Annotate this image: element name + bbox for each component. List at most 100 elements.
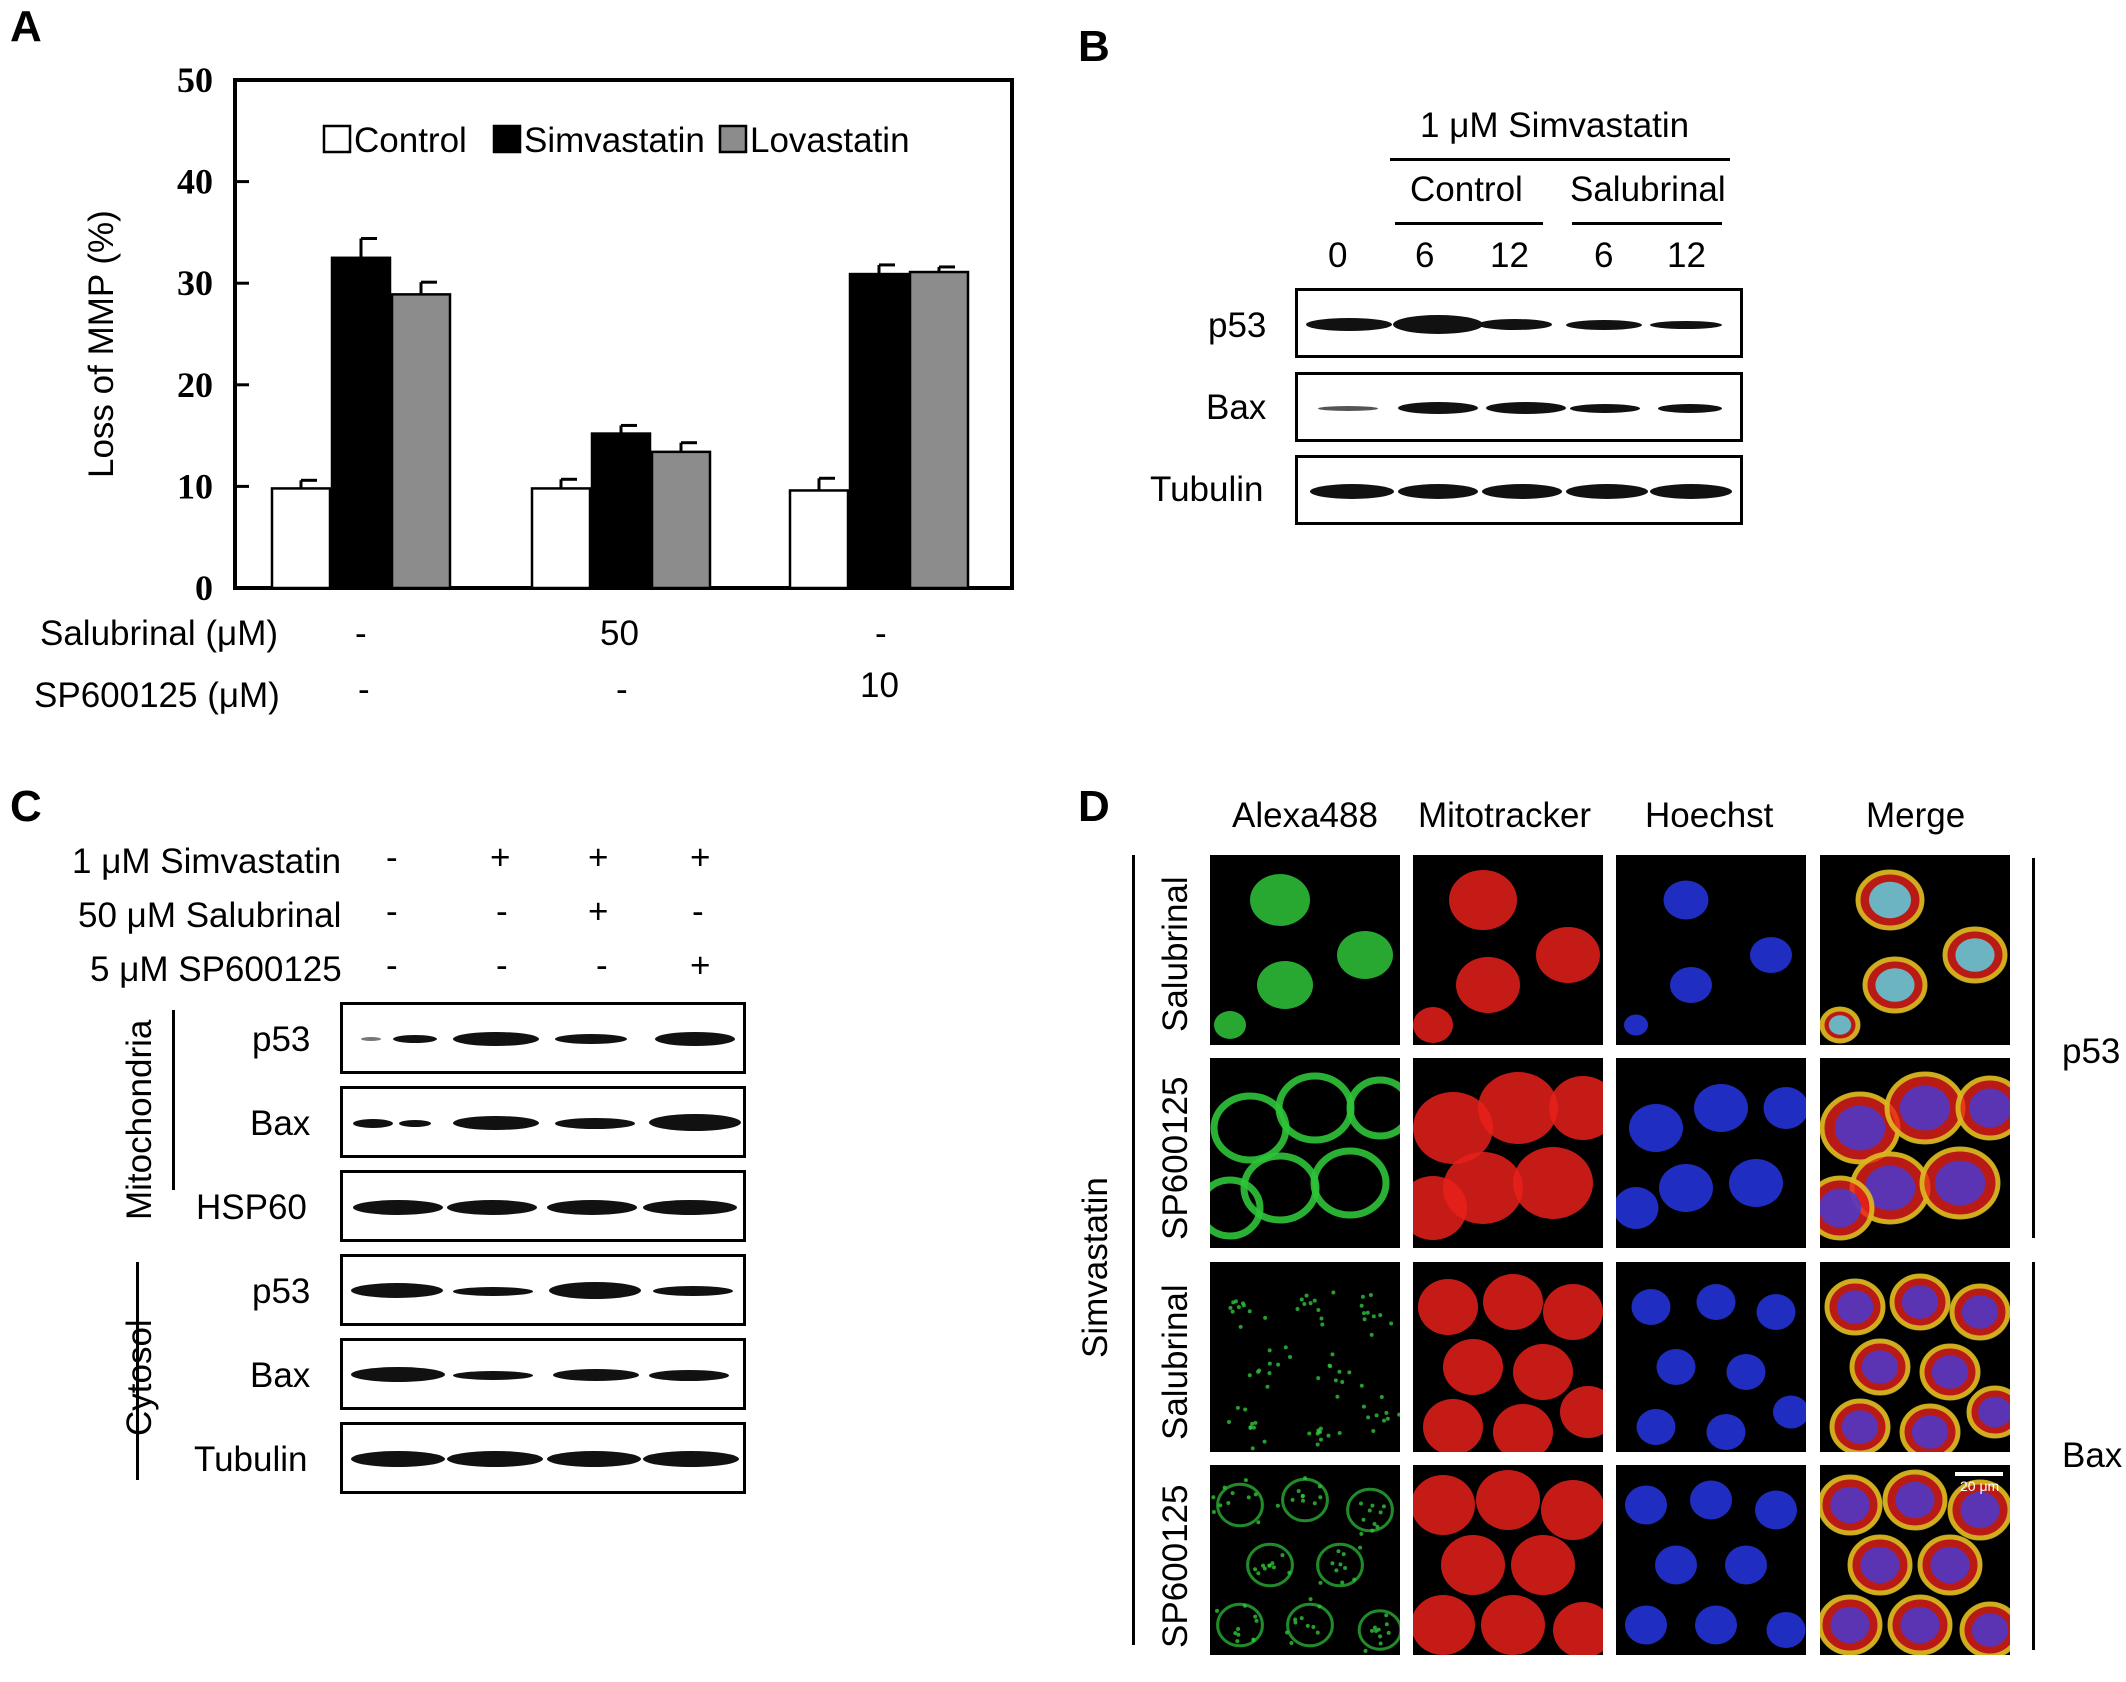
blot-row-label: Tubulin [194, 1440, 308, 1479]
bar [530, 487, 592, 590]
condition-label-salubrinal: Salubrinal (μM) [40, 614, 279, 653]
panel-label-b: B [1078, 22, 1110, 71]
blot-mito-hsp60 [340, 1170, 746, 1242]
treatment-label: 1 μM Simvastatin [72, 842, 342, 881]
blot-tubulin [1295, 455, 1743, 525]
y-tick-label: 10 [177, 466, 213, 506]
blot-p53 [1295, 288, 1743, 358]
bracket-bax [2032, 1262, 2035, 1650]
y-tick-label: 0 [195, 568, 213, 608]
treatment-mark: - [496, 946, 508, 985]
y-tick-label: 50 [177, 60, 213, 100]
condition-value: - [355, 614, 367, 653]
micrograph-image [1413, 1262, 1603, 1452]
row-label: Salubrinal [1156, 1284, 1195, 1440]
micrograph-image [1616, 1465, 1806, 1655]
column-label-hoechst: Hoechst [1645, 796, 1774, 835]
treatment-mark: + [490, 838, 511, 877]
blot-cyto-bax [340, 1338, 746, 1410]
treatment-mark: - [596, 946, 608, 985]
blot-row-label: Bax [250, 1104, 311, 1143]
bracket-simvastatin [1132, 855, 1135, 1645]
blot-row-label: p53 [252, 1272, 311, 1311]
legend-label: Control [354, 121, 467, 160]
right-label-bax: Bax [2062, 1436, 2123, 1475]
group-control: Control [1410, 170, 1523, 209]
treatment-mark: + [690, 946, 711, 985]
bar [270, 487, 332, 590]
group-salubrinal: Salubrinal [1570, 170, 1726, 209]
bar [330, 256, 392, 590]
treatment-mark: - [386, 838, 398, 877]
legend-swatch [492, 124, 522, 154]
bar [788, 489, 850, 590]
label-cytosol: Cytosol [120, 1319, 159, 1436]
treatment-label: 5 μM SP600125 [90, 950, 342, 989]
bar [390, 293, 452, 590]
blot-mito-bax [340, 1086, 746, 1158]
column-label-mitotracker: Mitotracker [1418, 796, 1592, 835]
bar [908, 270, 970, 590]
y-tick-label: 40 [177, 162, 213, 202]
column-label-alexa488: Alexa488 [1232, 796, 1378, 835]
micrograph-image [1210, 1058, 1400, 1248]
micrograph-image [1616, 1262, 1806, 1452]
scale-bar-label: 20 μm [1960, 1478, 2000, 1494]
condition-value: 50 [600, 614, 639, 653]
group-underline [1572, 222, 1722, 225]
micrograph-image [1820, 855, 2010, 1045]
legend-swatch [322, 124, 352, 154]
blot-row-label: p53 [252, 1020, 311, 1059]
bracket-cytosol [136, 1262, 139, 1480]
y-axis-label: Loss of MMP (%) [82, 210, 121, 478]
scale-bar [1955, 1472, 2003, 1476]
treatment-mark: - [692, 892, 704, 931]
row-label: SP600125 [1156, 1484, 1195, 1648]
blot-mito-p53 [340, 1002, 746, 1074]
blot-row-label: Bax [1206, 388, 1267, 427]
time-label: 6 [1415, 236, 1435, 275]
micrograph-image [1210, 1465, 1400, 1655]
group-underline [1395, 222, 1543, 225]
condition-value: 10 [860, 666, 899, 705]
micrograph-image [1413, 855, 1603, 1045]
label-mitochondria: Mitochondria [120, 1019, 159, 1220]
legend-swatch [718, 124, 748, 154]
y-tick-label: 30 [177, 263, 213, 303]
bar [590, 432, 652, 590]
time-label: 0 [1328, 236, 1348, 275]
time-label: 12 [1667, 236, 1706, 275]
condition-value: - [616, 670, 628, 709]
label-simvastatin: Simvastatin [1076, 1177, 1115, 1358]
time-label: 6 [1594, 236, 1614, 275]
treatment-mark: - [496, 892, 508, 931]
micrograph-image [1210, 1262, 1400, 1452]
legend-label: Simvastatin [524, 121, 705, 160]
condition-value: - [875, 614, 887, 653]
treatment-label: 50 μM Salubrinal [78, 896, 342, 935]
treatment-mark: + [690, 838, 711, 877]
blot-row-label: Bax [250, 1356, 311, 1395]
blot-cyto-tubulin [340, 1422, 746, 1494]
bar [848, 272, 910, 590]
header-underline [1390, 158, 1730, 161]
bar-chart: 0 10 20 30 40 50 Control Simvastatin Lovastatin [177, 60, 1014, 608]
treatment-mark: + [588, 838, 609, 877]
blot-row-label: HSP60 [196, 1188, 307, 1227]
micrograph-image [1616, 855, 1806, 1045]
micrograph-image [1616, 1058, 1806, 1248]
micrograph-image [1820, 1465, 2010, 1655]
micrograph-image [1820, 1262, 2010, 1452]
panel-b-header: 1 μM Simvastatin [1420, 106, 1690, 145]
panel-label-d: D [1078, 782, 1110, 831]
micrograph-image [1413, 1058, 1603, 1248]
column-label-merge: Merge [1866, 796, 1966, 835]
bracket-p53 [2032, 858, 2035, 1238]
treatment-mark: - [386, 946, 398, 985]
legend-label: Lovastatin [750, 121, 910, 160]
micrograph-image [1413, 1465, 1603, 1655]
y-tick-label: 20 [177, 365, 213, 405]
micrograph-image [1820, 1058, 2010, 1248]
right-label-p53: p53 [2062, 1032, 2121, 1071]
